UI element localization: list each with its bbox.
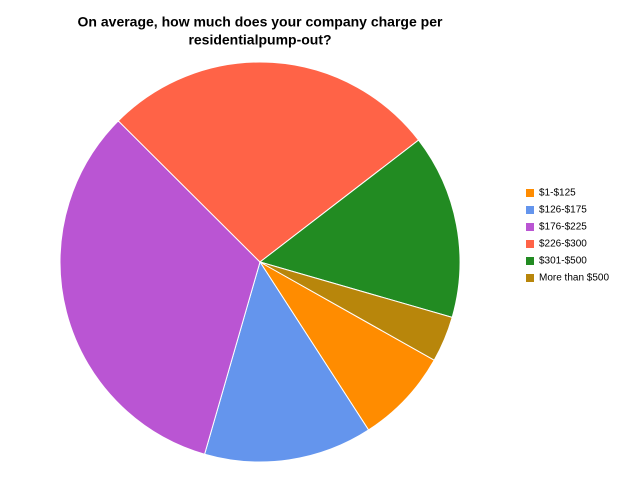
pie-slice [117, 61, 420, 263]
legend-swatch [526, 223, 534, 231]
legend-label: More than $500 [539, 273, 609, 284]
legend-label: $226-$300 [539, 239, 587, 250]
legend-label: $126-$175 [539, 205, 587, 216]
pie-slice [59, 120, 261, 455]
legend-swatch [526, 257, 534, 265]
legend-label: $176-$225 [539, 222, 587, 233]
legend-label: $301-$500 [539, 256, 587, 267]
chart-title: On average, how much does your company c… [78, 14, 443, 30]
pie-slice [259, 261, 435, 431]
legend-swatch [526, 274, 534, 282]
legend-swatch [526, 206, 534, 214]
chart-title: residentialpump-out? [188, 32, 331, 48]
pie-slice [259, 261, 453, 361]
legend-swatch [526, 240, 534, 248]
pie-slice [258, 139, 461, 319]
legend-swatch [526, 189, 534, 197]
legend-label: $1-$125 [539, 188, 576, 199]
